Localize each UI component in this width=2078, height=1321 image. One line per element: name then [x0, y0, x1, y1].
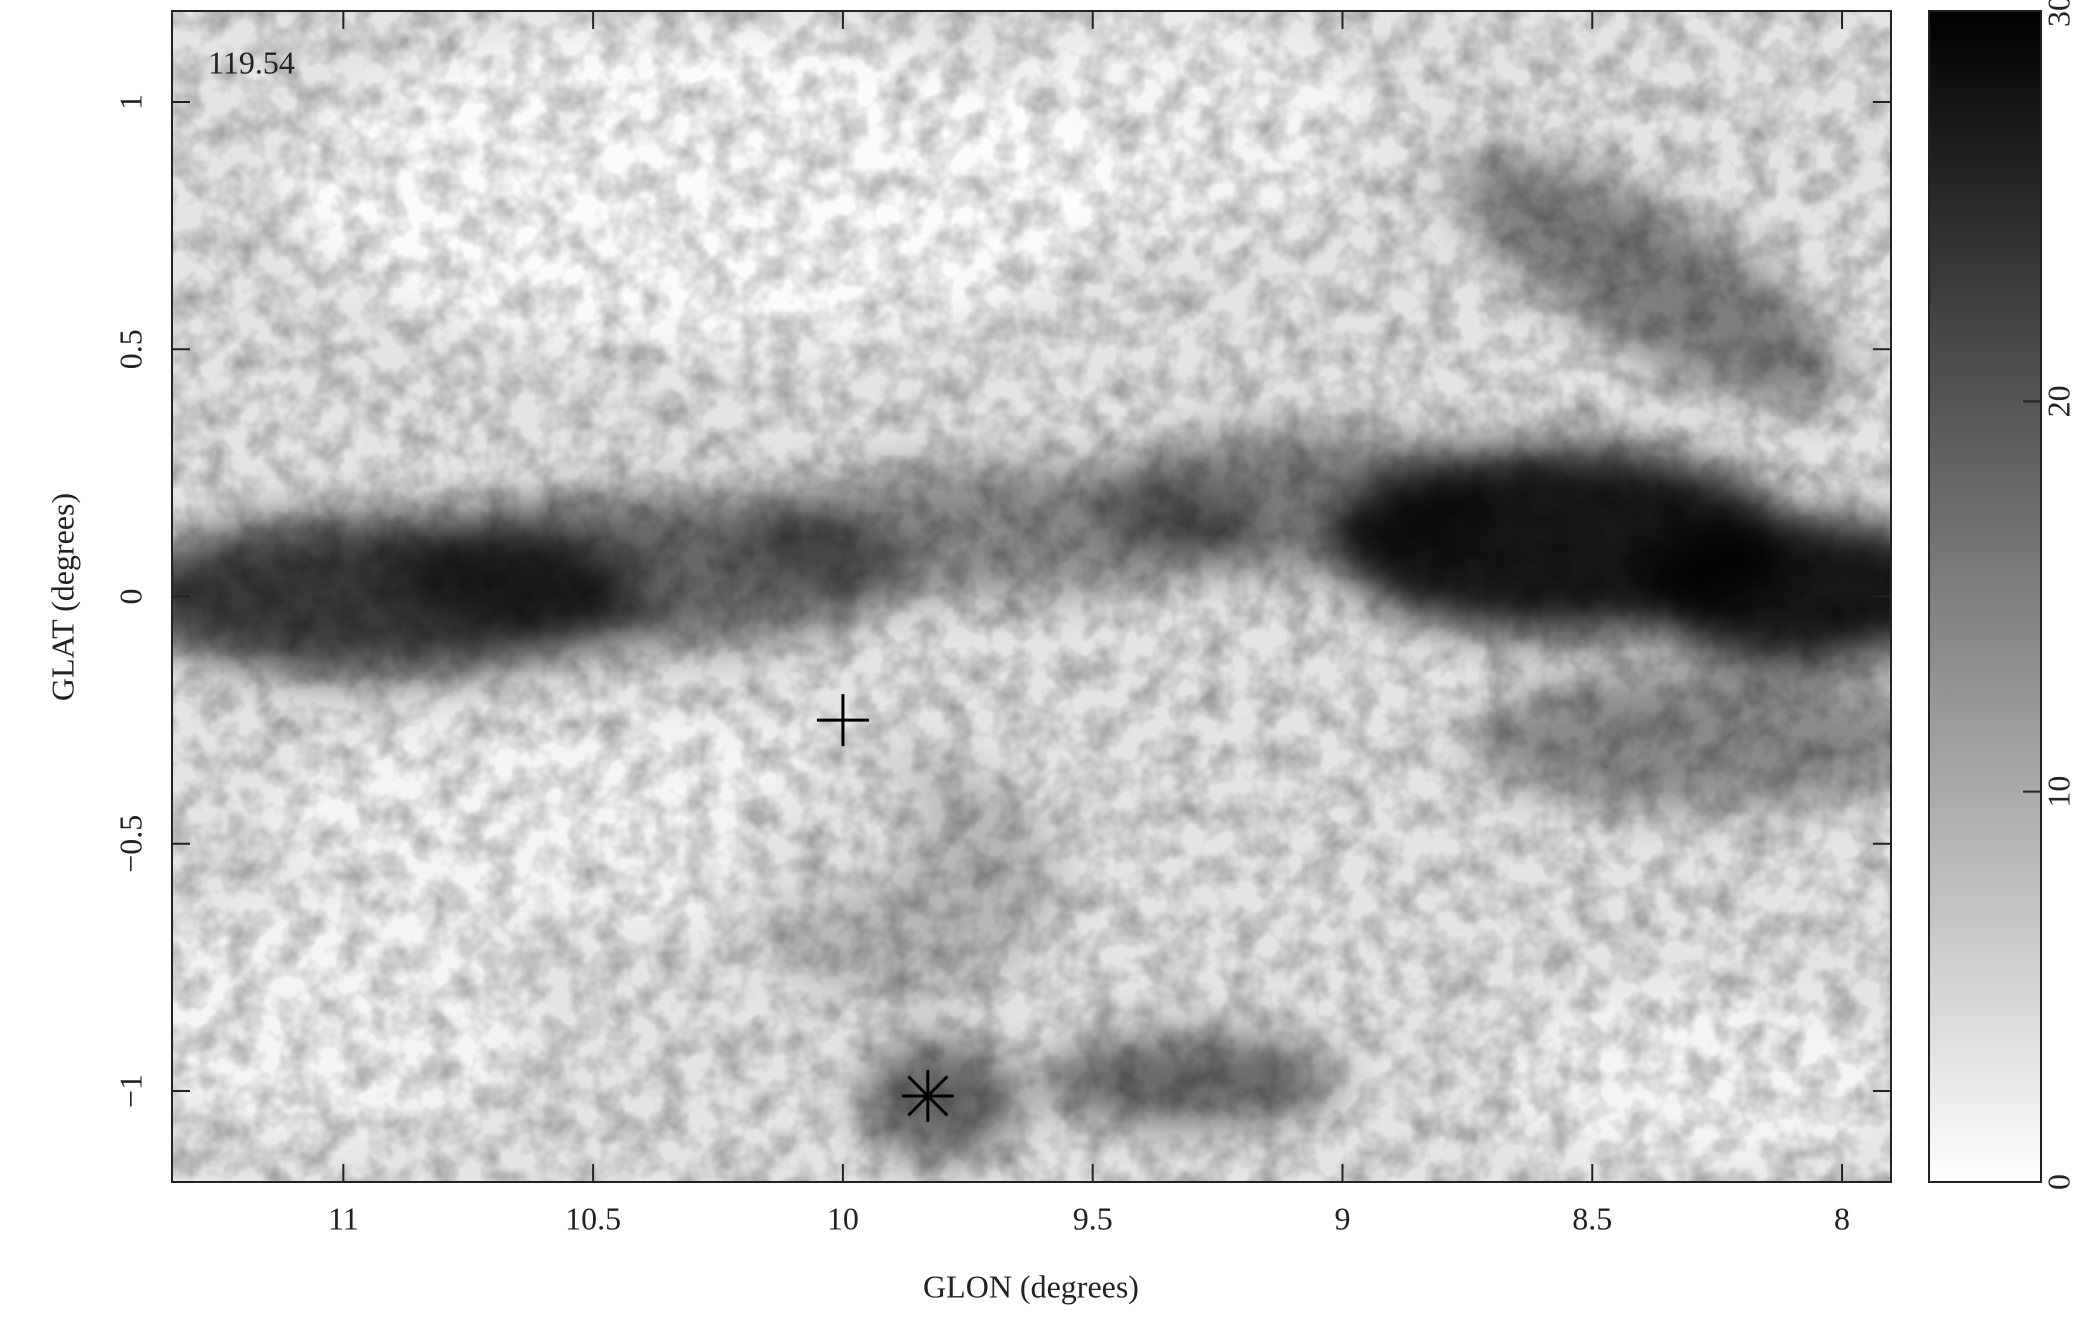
colorbar-tick-label: 30 — [2040, 0, 2076, 27]
colorbar-tick-label: 0 — [2040, 1174, 2076, 1190]
x-tick-label: 8 — [1834, 1200, 1850, 1236]
chart: 119.54 GLON (degrees) GLAT (degrees) 111… — [0, 0, 2078, 1321]
x-tick-label: 10 — [827, 1200, 859, 1236]
x-tick-label: 9 — [1334, 1200, 1350, 1236]
y-axis-title: GLAT (degrees) — [44, 493, 80, 701]
x-tick-label: 11 — [328, 1200, 359, 1236]
colorbar-tick-label: 20 — [2040, 385, 2076, 417]
colorbar — [1929, 11, 2041, 1182]
x-tick-label: 10.5 — [565, 1200, 621, 1236]
y-tick-label: −1 — [112, 1074, 148, 1108]
y-tick-label: −0.5 — [112, 815, 148, 873]
y-tick-label: 1 — [112, 94, 148, 110]
x-tick-label: 8.5 — [1572, 1200, 1612, 1236]
y-tick-label: 0.5 — [112, 329, 148, 369]
x-axis-title: GLON (degrees) — [923, 1268, 1139, 1304]
annotation: 119.54 — [208, 44, 295, 80]
marker — [902, 1070, 954, 1122]
y-tick-label: 0 — [112, 589, 148, 605]
colorbar-tick-label: 10 — [2040, 776, 2076, 808]
page: 119.54 GLON (degrees) GLAT (degrees) 111… — [0, 0, 2078, 1321]
x-tick-label: 9.5 — [1073, 1200, 1113, 1236]
map-image — [120, 11, 1960, 1182]
